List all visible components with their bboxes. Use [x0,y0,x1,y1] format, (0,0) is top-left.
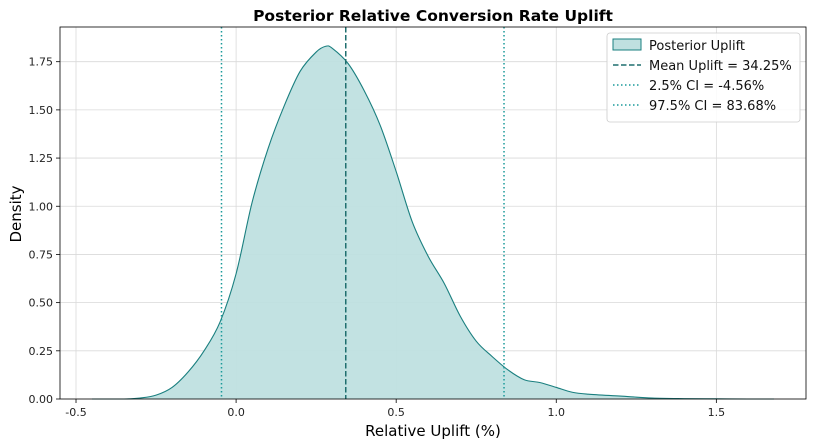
legend-label: 97.5% CI = 83.68% [649,99,776,114]
y-tick-label: 0.00 [29,393,54,406]
y-tick-label: 0.75 [29,248,54,261]
y-tick-label: 0.25 [29,345,54,358]
density-fill [92,45,774,400]
y-tick-label: 1.25 [29,152,54,165]
x-axis-ticks: -0.5 0.0 0.5 1.0 1.5 [65,399,725,419]
legend-label: Mean Uplift = 34.25% [649,59,792,74]
y-axis-ticks: 0.00 0.25 0.50 0.75 1.00 1.25 1.50 1.75 [29,56,60,406]
x-axis-label: Relative Uplift (%) [365,422,501,440]
y-tick-label: 1.00 [29,200,54,213]
x-tick-label: 1.5 [708,406,726,419]
x-tick-label: 0.5 [387,406,405,419]
density-area [92,45,774,400]
chart-title: Posterior Relative Conversion Rate Uplif… [253,7,613,25]
y-tick-label: 1.50 [29,104,54,117]
legend: Posterior Uplift Mean Uplift = 34.25% 2.5%… [606,32,801,123]
y-tick-label: 0.50 [29,297,54,310]
x-tick-label: 0.0 [227,406,245,419]
plot-frame [59,26,807,400]
y-tick-label: 1.75 [29,56,54,69]
reference-lines [220,27,505,399]
y-axis-label: Density [7,185,25,242]
legend-label: Posterior Uplift [649,39,745,54]
legend-label: 2.5% CI = -4.56% [649,79,764,94]
x-tick-label: -0.5 [65,406,86,419]
x-tick-label: 1.0 [548,406,566,419]
legend-swatch-area [612,38,642,51]
legend-box [606,32,801,123]
density-curve [92,45,774,400]
